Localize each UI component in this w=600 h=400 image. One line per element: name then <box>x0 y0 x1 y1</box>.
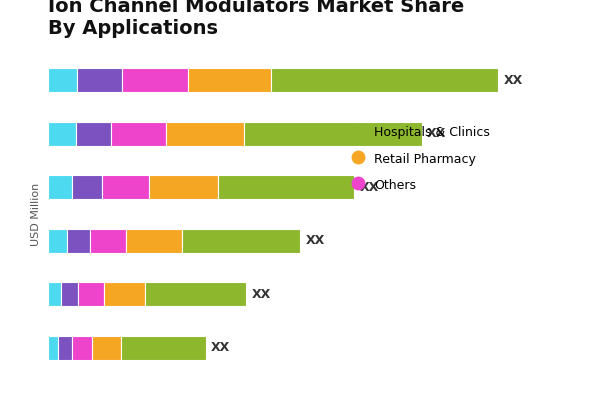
Bar <box>182 229 300 253</box>
Bar <box>166 122 244 146</box>
Bar <box>76 122 112 146</box>
Bar <box>67 229 89 253</box>
Bar <box>92 336 121 360</box>
Bar <box>48 336 58 360</box>
Bar <box>48 229 67 253</box>
Bar <box>77 68 122 92</box>
Text: Ion Channel Modulators Market Share
By Applications: Ion Channel Modulators Market Share By A… <box>48 0 464 38</box>
Text: XX: XX <box>211 341 230 354</box>
Bar <box>149 175 218 199</box>
Bar <box>187 68 271 92</box>
Bar <box>271 68 498 92</box>
Bar <box>145 282 246 306</box>
Bar <box>104 282 145 306</box>
Bar <box>71 336 92 360</box>
Text: XX: XX <box>251 288 271 301</box>
Text: XX: XX <box>427 127 446 140</box>
Bar <box>48 282 61 306</box>
Bar <box>244 122 421 146</box>
Legend: Hospitals & Clinics, Retail Pharmacy, Others: Hospitals & Clinics, Retail Pharmacy, Ot… <box>345 118 496 199</box>
Text: XX: XX <box>503 74 523 87</box>
Bar <box>73 175 101 199</box>
Bar <box>78 282 104 306</box>
Bar <box>121 336 205 360</box>
Text: XX: XX <box>359 181 379 194</box>
Bar <box>48 68 77 92</box>
Bar <box>126 229 182 253</box>
Bar <box>218 175 354 199</box>
Bar <box>89 229 126 253</box>
Bar <box>101 175 149 199</box>
Text: XX: XX <box>305 234 325 247</box>
Bar <box>58 336 71 360</box>
Y-axis label: USD Million: USD Million <box>31 182 41 246</box>
Bar <box>48 175 73 199</box>
Bar <box>122 68 187 92</box>
Bar <box>112 122 166 146</box>
Bar <box>61 282 78 306</box>
Bar <box>48 122 76 146</box>
